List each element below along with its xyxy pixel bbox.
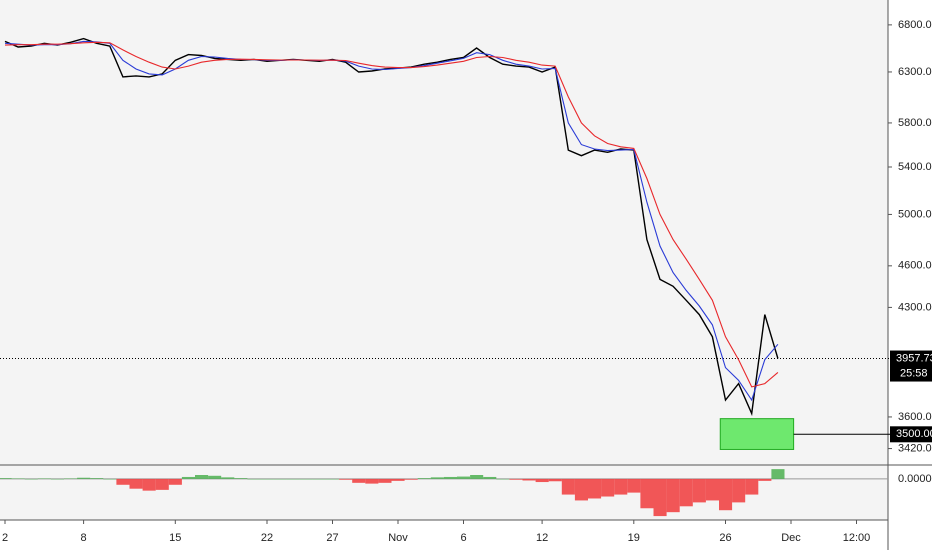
y-tick-label: 6800.00 — [898, 19, 932, 31]
osc-bar — [312, 478, 326, 480]
x-tick-label: 12:00 — [843, 532, 871, 544]
osc-bar — [0, 478, 12, 479]
y-tick-label: 5000.00 — [898, 208, 932, 220]
osc-bar — [640, 478, 654, 509]
osc-bar — [195, 475, 209, 479]
last-price-label: 3957.73 — [896, 352, 932, 364]
x-tick-label: 22 — [261, 532, 273, 544]
osc-bar — [260, 478, 274, 480]
osc-bar — [758, 478, 772, 481]
osc-bar — [404, 478, 418, 480]
osc-bar — [24, 478, 38, 480]
y-tick-label: 4600.00 — [898, 260, 932, 272]
osc-bar — [692, 478, 706, 503]
osc-bar — [234, 478, 248, 479]
osc-bar — [273, 478, 287, 480]
osc-bar — [522, 478, 536, 481]
osc-bar — [705, 478, 719, 501]
last-price-tag — [890, 350, 932, 382]
osc-bar — [142, 478, 156, 491]
osc-bar — [548, 478, 562, 482]
x-tick-label: 15 — [169, 532, 181, 544]
osc-bar — [103, 478, 117, 480]
osc-bar — [339, 478, 353, 480]
osc-bar — [535, 478, 549, 483]
osc-bar — [719, 478, 733, 511]
osc-bar — [443, 476, 457, 479]
x-tick-label: 8 — [81, 532, 87, 544]
osc-bar — [286, 478, 300, 480]
osc-bar — [116, 478, 130, 485]
osc-bar — [574, 478, 588, 501]
series-line — [4, 40, 779, 402]
osc-bar — [208, 475, 222, 479]
x-tick-label: 12 — [536, 532, 548, 544]
osc-bar — [483, 476, 497, 479]
y-tick-label: 3600.00 — [898, 411, 932, 423]
x-tick-label: Dec — [781, 532, 801, 544]
osc-bar — [168, 478, 182, 485]
osc-bar — [457, 476, 471, 479]
zone-box — [719, 418, 795, 450]
series-line — [4, 41, 779, 388]
osc-bar — [509, 478, 523, 480]
osc-bar — [181, 476, 195, 479]
osc-bar — [64, 478, 78, 480]
osc-bar — [496, 478, 510, 480]
osc-bar — [470, 475, 484, 479]
x-tick-label: Nov — [388, 532, 408, 544]
osc-bar — [352, 478, 366, 483]
osc-bar — [430, 477, 444, 479]
osc-bar — [732, 478, 746, 503]
osc-bar — [37, 478, 51, 480]
osc-tick-label: 0.0000 — [898, 473, 932, 485]
osc-bar — [77, 477, 91, 479]
y-tick-label: 5400.00 — [898, 161, 932, 173]
osc-bar — [247, 478, 261, 480]
osc-bar — [771, 469, 785, 479]
x-tick-label: 6 — [460, 532, 466, 544]
level-label: 3500.00 — [896, 428, 932, 440]
x-tick-label: 2 — [2, 532, 8, 544]
countdown-label: 25:58 — [900, 367, 928, 379]
y-tick-label: 3420.00 — [898, 442, 932, 454]
osc-bar — [745, 478, 759, 495]
osc-bar — [417, 478, 431, 479]
osc-bar — [601, 478, 615, 497]
osc-bar — [627, 478, 641, 493]
y-tick-label: 4300.00 — [898, 301, 932, 313]
x-tick-label: 19 — [628, 532, 640, 544]
osc-bar — [155, 478, 169, 490]
osc-bar — [391, 478, 405, 481]
osc-bar — [326, 478, 340, 480]
osc-bar — [50, 478, 64, 480]
osc-bar — [221, 477, 235, 479]
osc-bar — [666, 478, 680, 513]
osc-bar — [90, 478, 104, 479]
osc-bar — [561, 478, 575, 495]
osc-bar — [11, 478, 25, 480]
osc-bar — [365, 478, 379, 484]
osc-bar — [614, 478, 628, 495]
osc-bar — [653, 478, 667, 517]
osc-bar — [299, 478, 313, 480]
osc-bar — [588, 478, 602, 499]
osc-bar — [679, 478, 693, 507]
x-tick-label: 27 — [326, 532, 338, 544]
y-tick-label: 6300.00 — [898, 66, 932, 78]
y-tick-label: 5800.00 — [898, 117, 932, 129]
osc-bar — [129, 478, 143, 489]
level-tag — [890, 426, 932, 443]
osc-bar — [378, 478, 392, 483]
x-tick-label: 26 — [719, 532, 731, 544]
